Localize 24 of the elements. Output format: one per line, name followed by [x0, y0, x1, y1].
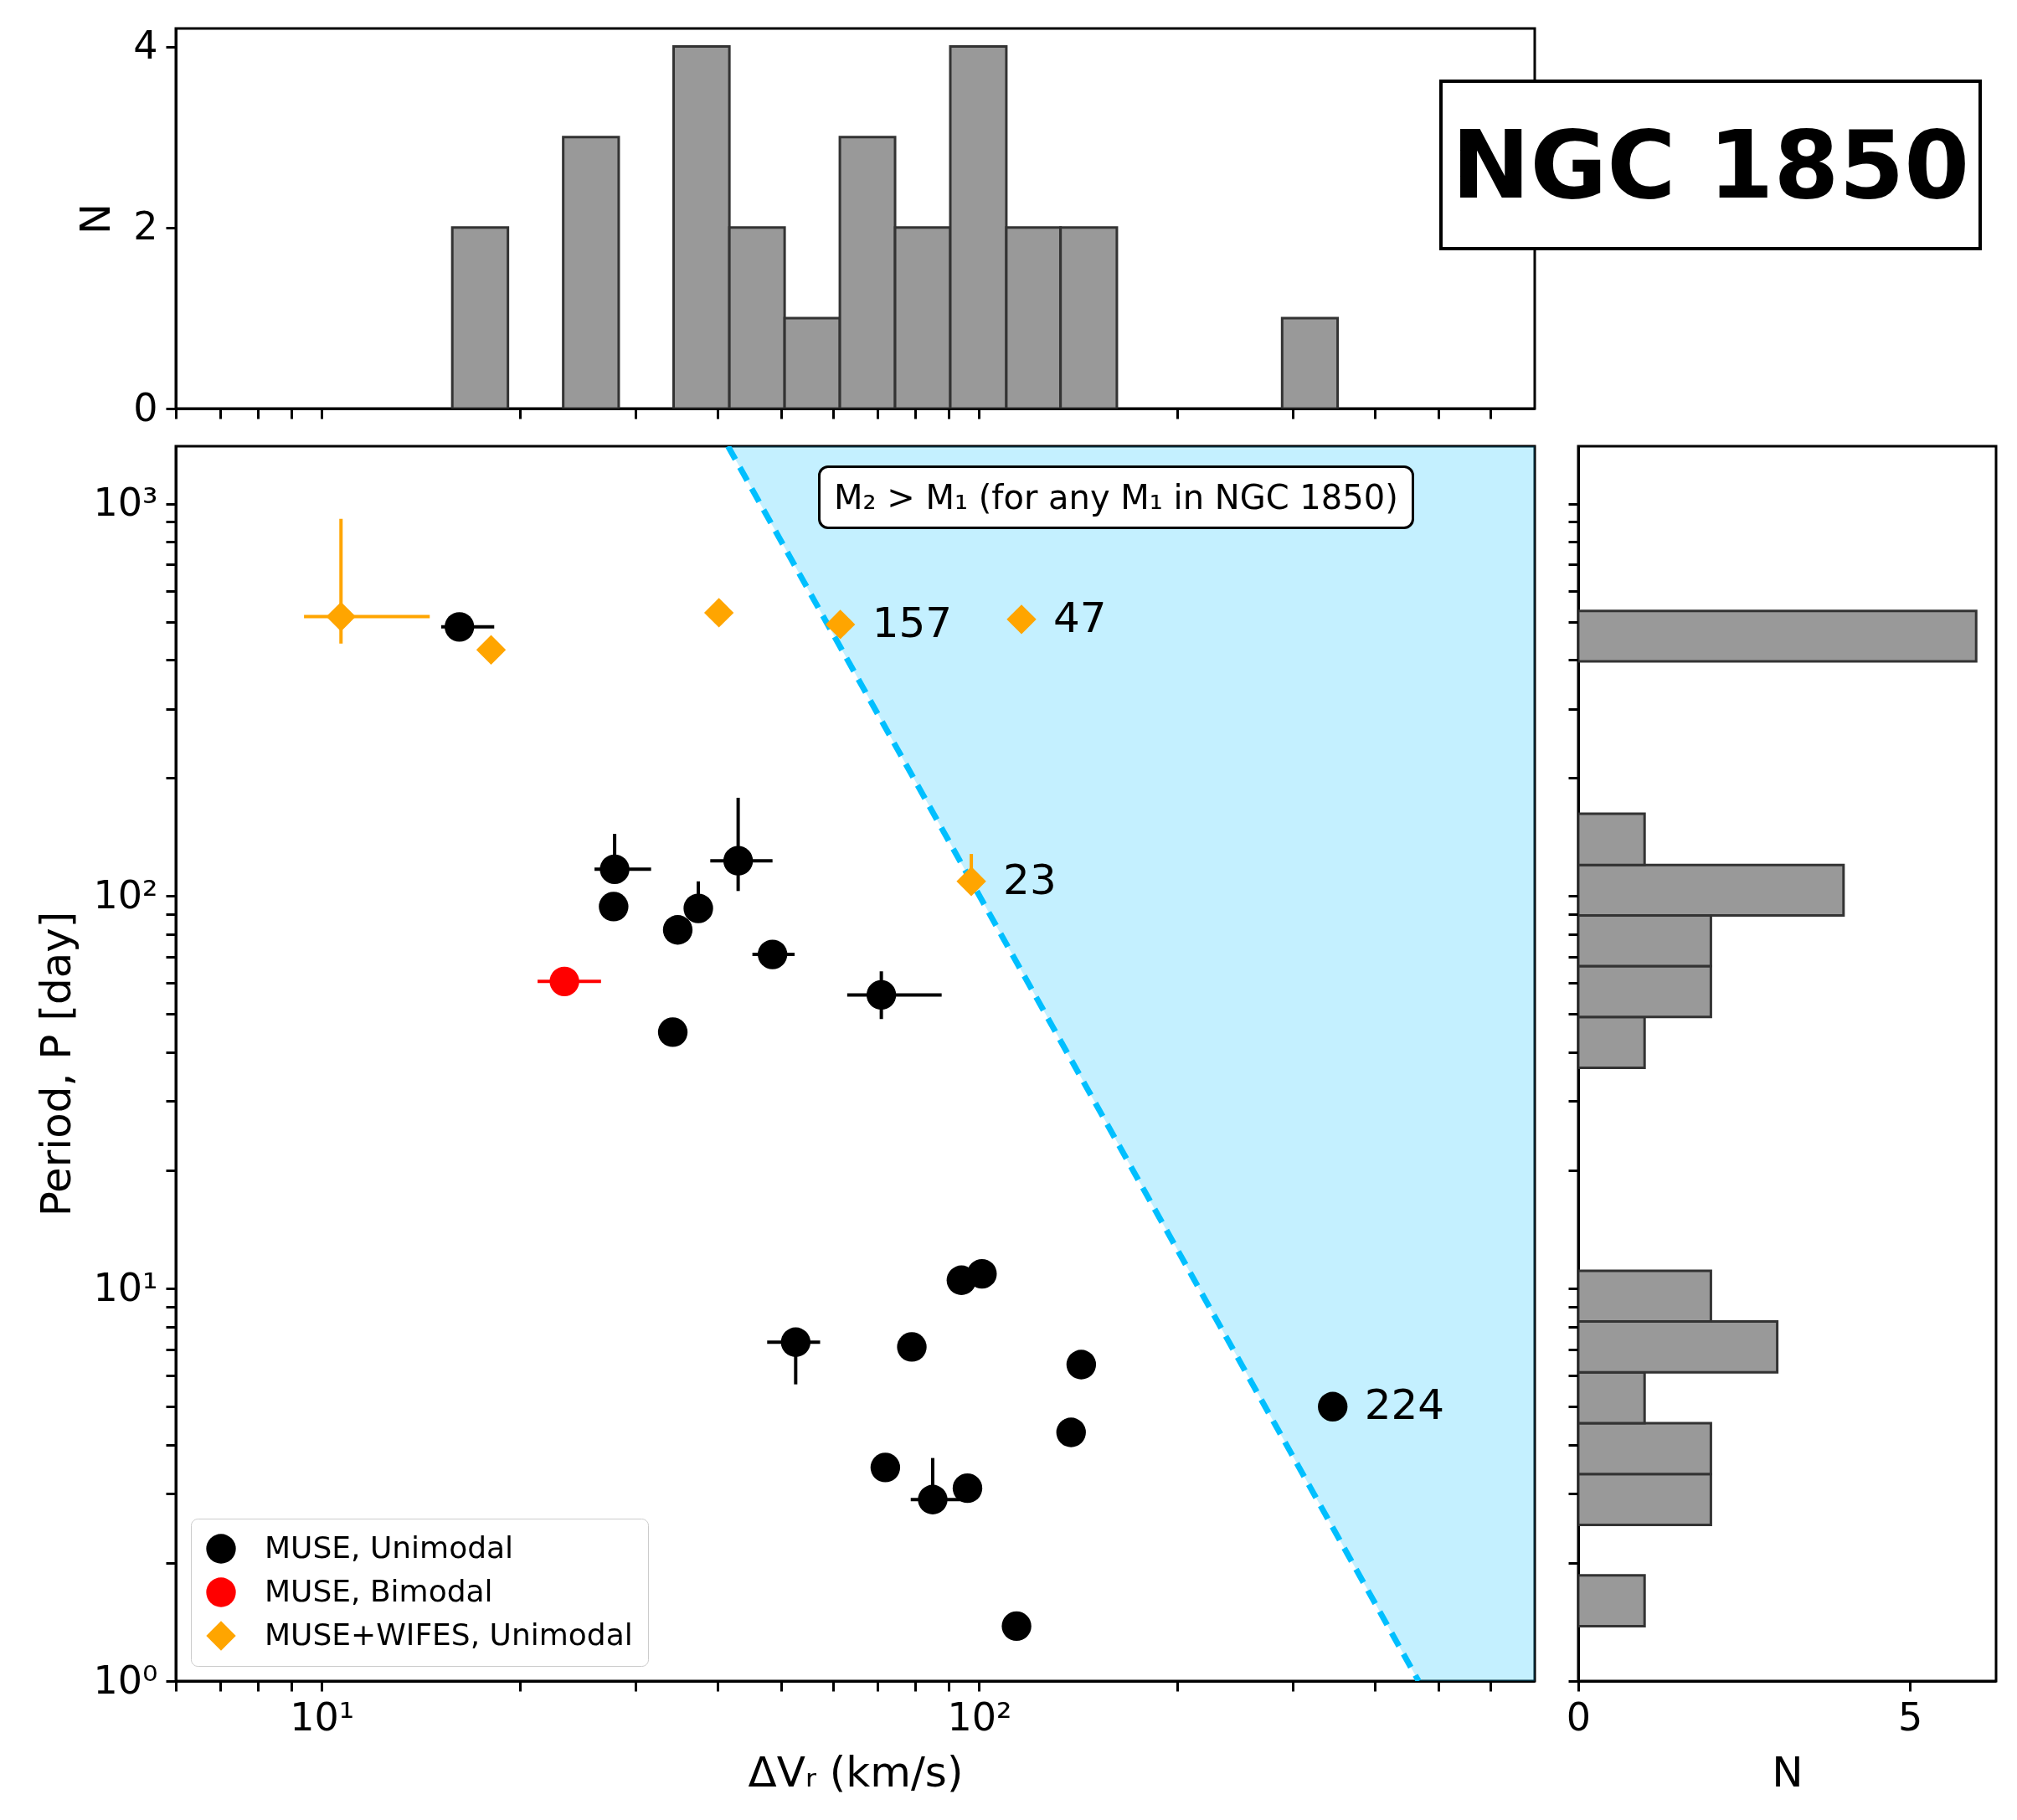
y-tick-label: 4	[133, 23, 158, 69]
y-tick-label: 10²	[93, 871, 158, 918]
y-tick-label: 10⁰	[93, 1657, 158, 1703]
x-tick-label: 10²	[947, 1694, 1012, 1740]
y-axis-title: Period, P [day]	[31, 911, 80, 1217]
annotation: M₂ > M₁ (for any M₁ in NGC 1850)	[818, 465, 1414, 529]
legend-label: MUSE, Bimodal	[265, 1574, 493, 1608]
x-tick-label: 0	[1566, 1694, 1592, 1740]
y-tick-label: 2	[133, 203, 158, 249]
legend-label: MUSE, Unimodal	[265, 1530, 514, 1565]
annotation: 47	[1053, 593, 1107, 642]
text: NGC 1850	[1439, 80, 1982, 250]
x-axis-title: ΔVᵣ (km/s)	[748, 1747, 964, 1797]
x-tick-label: 10¹	[290, 1694, 355, 1740]
annotation: 23	[1003, 855, 1057, 904]
y-tick-label: 0	[133, 384, 158, 430]
annotation: 157	[872, 598, 953, 647]
annotation: 224	[1364, 1380, 1445, 1430]
y-axis-title: N	[71, 203, 121, 235]
x-tick-label: 5	[1897, 1694, 1923, 1740]
legend-label: MUSE+WIFES, Unimodal	[265, 1617, 633, 1652]
y-tick-label: 10¹	[93, 1264, 158, 1310]
y-tick-label: 10³	[93, 480, 158, 526]
x-axis-title: N	[1772, 1747, 1803, 1797]
